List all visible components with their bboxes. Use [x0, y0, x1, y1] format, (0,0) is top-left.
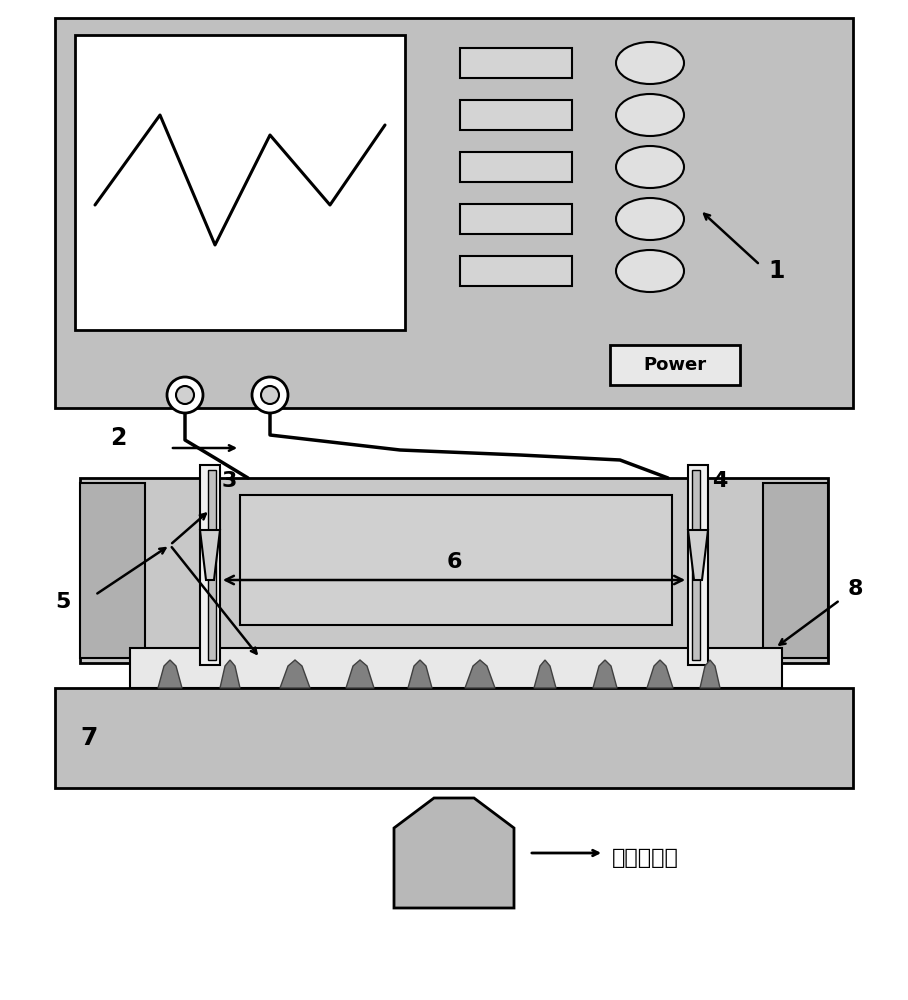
Text: Power: Power — [644, 356, 706, 374]
Text: 6: 6 — [446, 552, 462, 572]
Polygon shape — [158, 660, 182, 688]
Text: 5: 5 — [55, 592, 71, 612]
Bar — [763, 483, 828, 658]
Bar — [80, 478, 828, 663]
Bar — [200, 465, 220, 665]
Text: 倒置显微镜: 倒置显微镜 — [612, 848, 679, 868]
Polygon shape — [280, 660, 310, 688]
Bar — [130, 648, 782, 688]
Ellipse shape — [616, 146, 684, 188]
Bar — [692, 470, 700, 660]
Text: 2: 2 — [110, 426, 126, 450]
Polygon shape — [700, 660, 720, 688]
Circle shape — [167, 377, 203, 413]
Text: 1: 1 — [768, 259, 785, 283]
Circle shape — [261, 386, 279, 404]
Polygon shape — [688, 530, 708, 580]
Polygon shape — [647, 660, 673, 688]
Bar — [460, 256, 572, 286]
Bar — [460, 152, 572, 182]
Bar — [80, 483, 145, 658]
Ellipse shape — [616, 250, 684, 292]
Ellipse shape — [616, 94, 684, 136]
Polygon shape — [220, 660, 240, 688]
Bar — [460, 100, 572, 130]
Bar — [55, 18, 853, 408]
Bar — [75, 35, 405, 330]
Ellipse shape — [616, 198, 684, 240]
Text: 8: 8 — [848, 579, 864, 599]
Polygon shape — [200, 530, 220, 580]
Polygon shape — [346, 660, 374, 688]
Text: 4: 4 — [712, 471, 727, 491]
Ellipse shape — [616, 42, 684, 84]
Bar — [610, 345, 740, 385]
Circle shape — [252, 377, 288, 413]
Bar — [460, 48, 572, 78]
Polygon shape — [394, 798, 514, 908]
Bar — [460, 204, 572, 234]
Polygon shape — [408, 660, 432, 688]
Circle shape — [176, 386, 194, 404]
Bar — [208, 470, 216, 660]
Bar — [55, 688, 853, 788]
Polygon shape — [534, 660, 556, 688]
Bar — [688, 465, 708, 665]
Polygon shape — [465, 660, 495, 688]
Bar — [240, 495, 672, 625]
Text: 7: 7 — [80, 726, 97, 750]
Polygon shape — [593, 660, 617, 688]
Text: 3: 3 — [222, 471, 237, 491]
